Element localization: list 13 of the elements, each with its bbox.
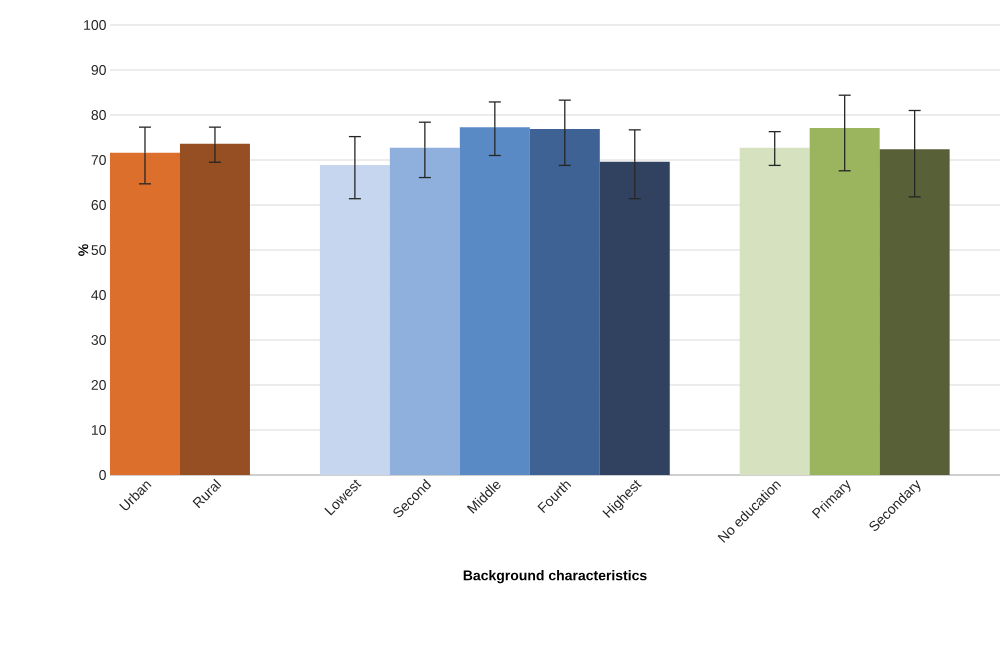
y-tick-label: 60 [91, 200, 106, 210]
y-tick-label: 100 [84, 20, 106, 30]
y-tick-label: 80 [91, 110, 106, 120]
y-tick-label: 30 [91, 335, 106, 345]
y-tick-label: 10 [91, 425, 106, 435]
y-tick-label: 90 [91, 65, 106, 75]
x-axis-title: Background characteristics [463, 570, 647, 584]
y-tick-label: 50 [91, 245, 106, 255]
y-tick-label: 20 [91, 380, 106, 390]
y-tick-label: 70 [91, 155, 106, 165]
y-axis-title: % [78, 244, 89, 256]
y-tick-label: 40 [91, 290, 106, 300]
y-tick-label: 0 [99, 470, 106, 480]
